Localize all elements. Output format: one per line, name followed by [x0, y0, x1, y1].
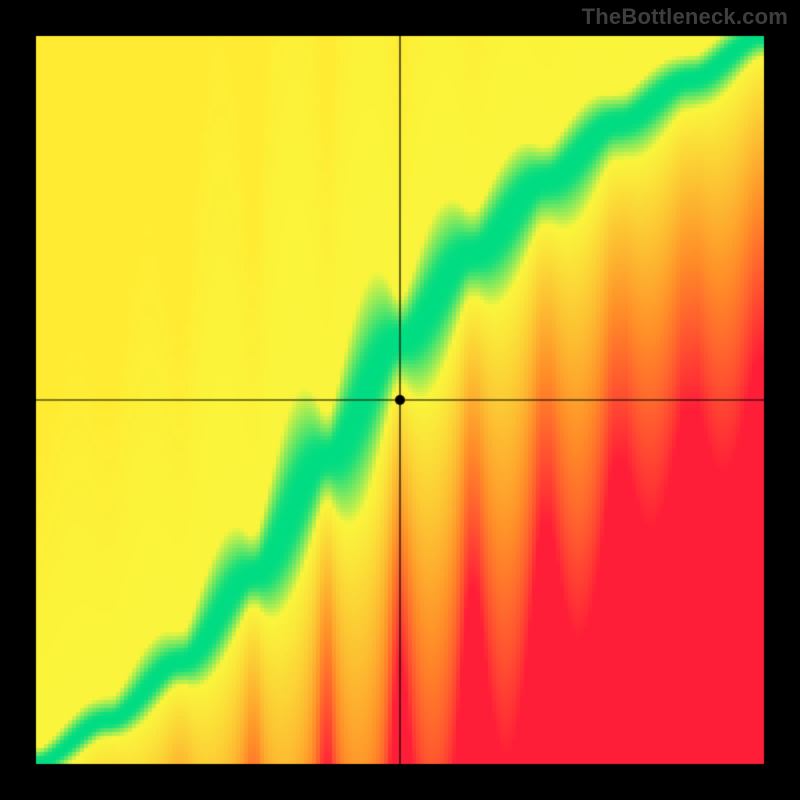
watermark-text: TheBottleneck.com: [582, 4, 788, 30]
bottleneck-heatmap: [0, 0, 800, 800]
